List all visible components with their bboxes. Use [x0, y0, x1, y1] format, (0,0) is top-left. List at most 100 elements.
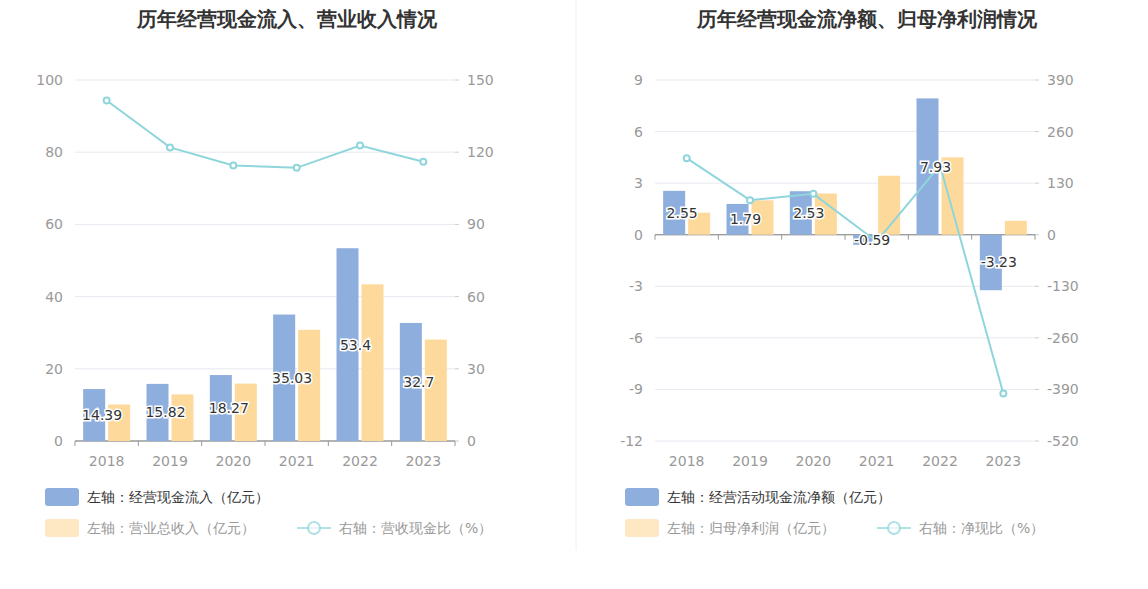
x-tick: [655, 235, 656, 240]
x-tick-label: 2019: [732, 453, 768, 469]
legend-marker: [308, 522, 320, 534]
chart: 历年经营现金流入、营业收入情况0204060801000306090120150…: [36, 7, 493, 537]
y2-tick: [455, 224, 459, 225]
x-tick: [328, 441, 329, 446]
y2-tick: [455, 296, 459, 297]
y-tick-label: -3: [629, 278, 643, 294]
data-label: 18.27: [209, 400, 249, 416]
plot-area: [663, 98, 1027, 396]
x-tick: [908, 235, 909, 240]
data-label: 32.7: [403, 374, 434, 390]
grid-line: [655, 389, 1035, 390]
y2-tick-label: 390: [1047, 72, 1074, 88]
y2-tick: [1035, 337, 1039, 338]
y-tick-label: -12: [620, 433, 643, 449]
y2-tick-label: -260: [1047, 330, 1079, 346]
legend-marker: [888, 522, 900, 534]
y2-tick-label: 30: [467, 361, 485, 377]
x-tick: [971, 235, 972, 240]
x-tick: [138, 441, 139, 446]
y-tick-label: 6: [634, 124, 643, 140]
x-tick-label: 2018: [89, 453, 125, 469]
data-label: -3.23: [981, 254, 1017, 270]
grid-line: [75, 152, 455, 153]
bar: [1005, 221, 1027, 235]
y-tick-label: 9: [634, 72, 643, 88]
x-tick-label: 2023: [986, 453, 1022, 469]
data-label: 53.4: [340, 337, 371, 353]
line: [687, 158, 1004, 393]
y2-tick-label: 150: [467, 72, 494, 88]
legend-label: 左轴：经营现金流入（亿元）: [87, 489, 269, 505]
x-tick-label: 2020: [796, 453, 832, 469]
y2-tick-label: 260: [1047, 124, 1074, 140]
grid-line: [655, 131, 1035, 132]
legend-label: 左轴：营业总收入（亿元）: [87, 520, 255, 536]
divider: [576, 0, 577, 550]
data-label: 15.82: [145, 404, 185, 420]
x-tick: [1035, 235, 1036, 240]
grid-line: [75, 296, 455, 297]
x-tick-label: 2019: [152, 453, 188, 469]
x-tick-label: 2020: [216, 453, 252, 469]
y-tick-label: 60: [45, 216, 63, 232]
y-tick-label: -9: [629, 381, 643, 397]
x-tick-label: 2022: [922, 453, 958, 469]
grid-line: [655, 80, 1035, 81]
marker: [810, 191, 816, 197]
grid-line: [75, 224, 455, 225]
y2-tick: [1035, 183, 1039, 184]
x-tick: [845, 235, 846, 240]
y-tick-label: 0: [634, 227, 643, 243]
y2-tick-label: -390: [1047, 381, 1079, 397]
marker: [747, 197, 753, 203]
chart: 历年经营现金流净额、归母净利润情况-12-9-6-30369-520-390-2…: [620, 7, 1079, 537]
legend-label: 右轴：营收现金比（%）: [339, 520, 492, 536]
marker: [420, 159, 426, 165]
data-label: 2.53: [793, 205, 824, 221]
grid-line: [655, 286, 1035, 287]
y2-tick: [455, 441, 459, 442]
canvas: 历年经营现金流入、营业收入情况0204060801000306090120150…: [0, 0, 1148, 589]
legend-swatch: [625, 488, 659, 506]
y2-tick: [1035, 131, 1039, 132]
data-label: 7.93: [920, 159, 951, 175]
legend-swatch: [45, 519, 79, 537]
x-tick-label: 2021: [279, 453, 315, 469]
y2-tick-label: 130: [1047, 175, 1074, 191]
y2-tick: [1035, 234, 1039, 235]
y-tick-label: 100: [36, 72, 63, 88]
x-tick: [391, 441, 392, 446]
bar: [362, 284, 384, 441]
legend-swatch: [625, 519, 659, 537]
y-tick-label: 20: [45, 361, 63, 377]
y2-tick-label: 0: [467, 433, 476, 449]
x-tick-label: 2021: [859, 453, 895, 469]
y2-tick-label: -130: [1047, 278, 1079, 294]
x-tick: [201, 441, 202, 446]
legend-label: 左轴：归母净利润（亿元）: [667, 520, 835, 536]
x-tick-label: 2018: [669, 453, 705, 469]
x-tick-label: 2022: [342, 453, 378, 469]
title: 历年经营现金流净额、归母净利润情况: [696, 7, 1038, 31]
data-label: 14.39: [82, 407, 122, 423]
marker: [230, 162, 236, 168]
marker: [684, 155, 690, 161]
data-label: 2.55: [667, 205, 698, 221]
legend: 左轴：经营活动现金流净额（亿元）左轴：归母净利润（亿元）右轴：净现比（%）: [625, 488, 1044, 537]
y2-tick: [455, 152, 459, 153]
marker: [104, 97, 110, 103]
legend: 左轴：经营现金流入（亿元） 左轴：营业总收入（亿元） 右轴：营收现金比（%）: [45, 488, 492, 537]
y-tick-label: -6: [629, 330, 643, 346]
title: 历年经营现金流入、营业收入情况: [136, 7, 438, 31]
labels: 2.551.792.53-0.597.93-3.23: [667, 159, 1017, 271]
y2-tick: [1035, 389, 1039, 390]
y2-tick-label: 90: [467, 216, 485, 232]
data-label: -0.59: [854, 232, 890, 248]
x-tick: [75, 441, 76, 446]
y2-tick: [1035, 441, 1039, 442]
legend-label: 右轴：净现比（%）: [919, 520, 1044, 536]
x-tick: [781, 235, 782, 240]
y-tick-label: 0: [54, 433, 63, 449]
y2-tick-label: 120: [467, 144, 494, 160]
